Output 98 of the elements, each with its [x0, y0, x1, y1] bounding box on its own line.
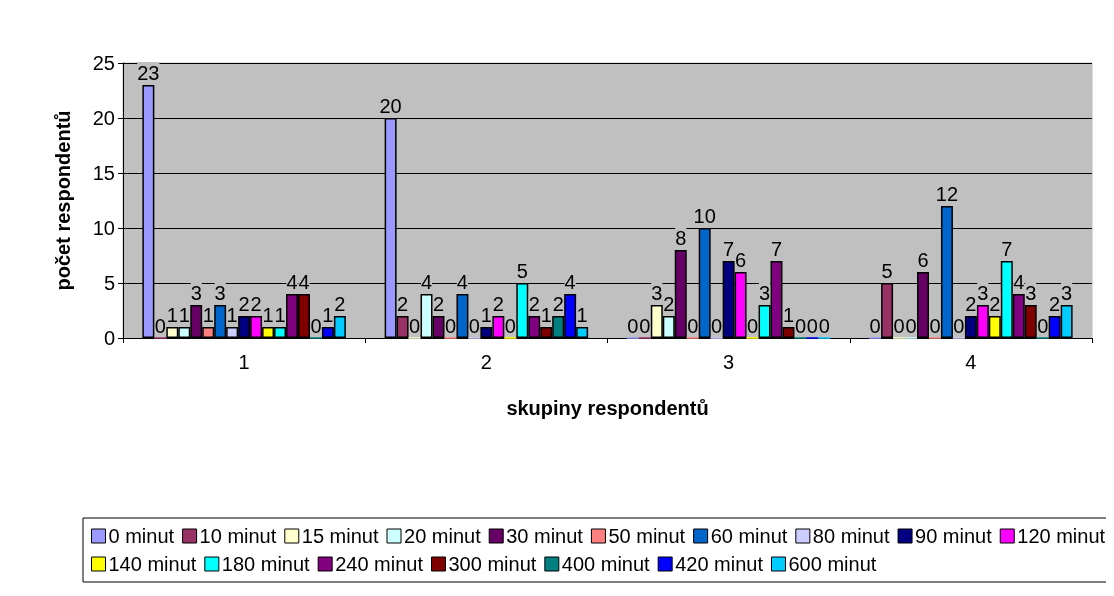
- data-label: 0: [818, 314, 830, 337]
- legend-label: 10 minut: [199, 525, 277, 547]
- data-label: 0: [905, 314, 917, 337]
- data-label: 4: [456, 271, 468, 293]
- legend-label: 180 minut: [221, 553, 311, 575]
- legend-label: 60 minut: [710, 525, 788, 547]
- data-label: 7: [770, 238, 783, 260]
- y-tick-label: 0: [103, 327, 115, 349]
- data-label: 0: [794, 314, 807, 337]
- data-label: 3: [651, 282, 663, 304]
- x-tick-label: 1: [238, 351, 250, 373]
- data-label: 2: [1049, 293, 1061, 315]
- data-label: 0: [806, 314, 818, 337]
- data-label: 2: [432, 293, 445, 315]
- data-label: 3: [214, 282, 226, 304]
- legend-label: 300 minut: [448, 553, 537, 575]
- data-label: 0: [468, 314, 480, 337]
- data-label: 2: [250, 293, 262, 315]
- legend-label: 400 minut: [561, 553, 651, 575]
- data-label: 2: [397, 293, 409, 315]
- data-label: 1: [576, 304, 588, 326]
- data-label: 4: [1013, 271, 1025, 293]
- data-label: 1: [480, 304, 492, 326]
- data-label: 0: [1037, 314, 1049, 337]
- legend-label: 0 minut: [108, 525, 175, 547]
- data-label: 3: [977, 282, 989, 304]
- data-label: 0: [953, 314, 965, 337]
- y-tick-label: 5: [103, 272, 115, 294]
- data-label: 3: [758, 282, 771, 304]
- bar: [456, 294, 469, 338]
- data-label: 4: [286, 271, 298, 293]
- data-label: 12: [935, 183, 959, 205]
- data-label: 1: [202, 304, 214, 326]
- data-label: 0: [639, 314, 651, 337]
- y-tick-label: 25: [92, 52, 115, 74]
- legend-label: 140 minut: [108, 553, 197, 575]
- data-label: 3: [190, 282, 202, 304]
- data-label: 0: [893, 314, 905, 337]
- data-label: 6: [917, 249, 929, 271]
- data-label: 23: [137, 62, 160, 84]
- data-label: 0: [310, 314, 322, 337]
- data-label: 4: [420, 271, 433, 293]
- data-label: 1: [262, 304, 274, 326]
- y-tick-label: 20: [92, 107, 115, 129]
- data-label: 1: [166, 304, 178, 326]
- data-label: 10: [693, 205, 716, 227]
- data-label: 2: [552, 293, 564, 315]
- legend-label: 20 minut: [404, 525, 482, 547]
- data-label: 6: [735, 249, 747, 271]
- legend-label: 90 minut: [915, 525, 993, 547]
- legend-label: 50 minut: [608, 525, 686, 547]
- data-label: 4: [298, 271, 310, 293]
- data-label: 0: [408, 314, 421, 337]
- data-label: 3: [1061, 282, 1073, 304]
- data-label: 2: [238, 293, 250, 315]
- y-tick-label: 15: [92, 162, 115, 184]
- legend-label: 120 minut: [1017, 525, 1106, 547]
- data-label: 1: [178, 304, 190, 326]
- x-axis-title: skupiny respondentů: [506, 397, 709, 419]
- x-tick-label: 3: [723, 351, 735, 373]
- x-tick-label: 4: [965, 351, 977, 373]
- data-label: 5: [881, 260, 893, 282]
- data-label: 0: [747, 314, 759, 337]
- data-label: 0: [154, 314, 166, 337]
- data-label: 0: [929, 314, 941, 337]
- data-label: 0: [869, 314, 881, 337]
- data-label: 2: [989, 293, 1001, 315]
- data-label: 7: [723, 238, 735, 260]
- data-label: 0: [504, 314, 516, 337]
- x-tick-label: 2: [480, 351, 492, 373]
- data-label: 5: [516, 260, 528, 282]
- legend-label: 80 minut: [812, 525, 890, 547]
- data-label: 4: [564, 271, 576, 293]
- y-axis-title: počet respondentů: [52, 110, 74, 291]
- data-label: 2: [965, 293, 977, 315]
- legend-label: 240 minut: [335, 553, 424, 575]
- legend-label: 420 minut: [675, 553, 764, 575]
- data-label: 2: [492, 293, 504, 315]
- data-label: 1: [274, 304, 286, 326]
- legend-label: 15 minut: [301, 525, 379, 547]
- data-label: 0: [687, 314, 699, 337]
- data-label: 0: [711, 314, 723, 337]
- data-label: 20: [379, 95, 402, 117]
- data-label: 3: [1025, 282, 1037, 304]
- data-label: 7: [1001, 238, 1013, 260]
- legend-label: 30 minut: [506, 525, 584, 547]
- data-label: 1: [782, 304, 795, 326]
- data-label: 0: [444, 314, 457, 337]
- data-label: 2: [663, 293, 675, 315]
- data-label: 8: [675, 227, 687, 249]
- data-label: 0: [627, 314, 639, 337]
- data-label: 1: [226, 304, 238, 326]
- y-tick-label: 10: [92, 217, 115, 239]
- legend-label: 600 minut: [788, 553, 877, 575]
- data-label: 2: [334, 293, 346, 315]
- data-label: 2: [528, 293, 540, 315]
- data-label: 1: [540, 304, 552, 326]
- data-label: 1: [322, 304, 334, 326]
